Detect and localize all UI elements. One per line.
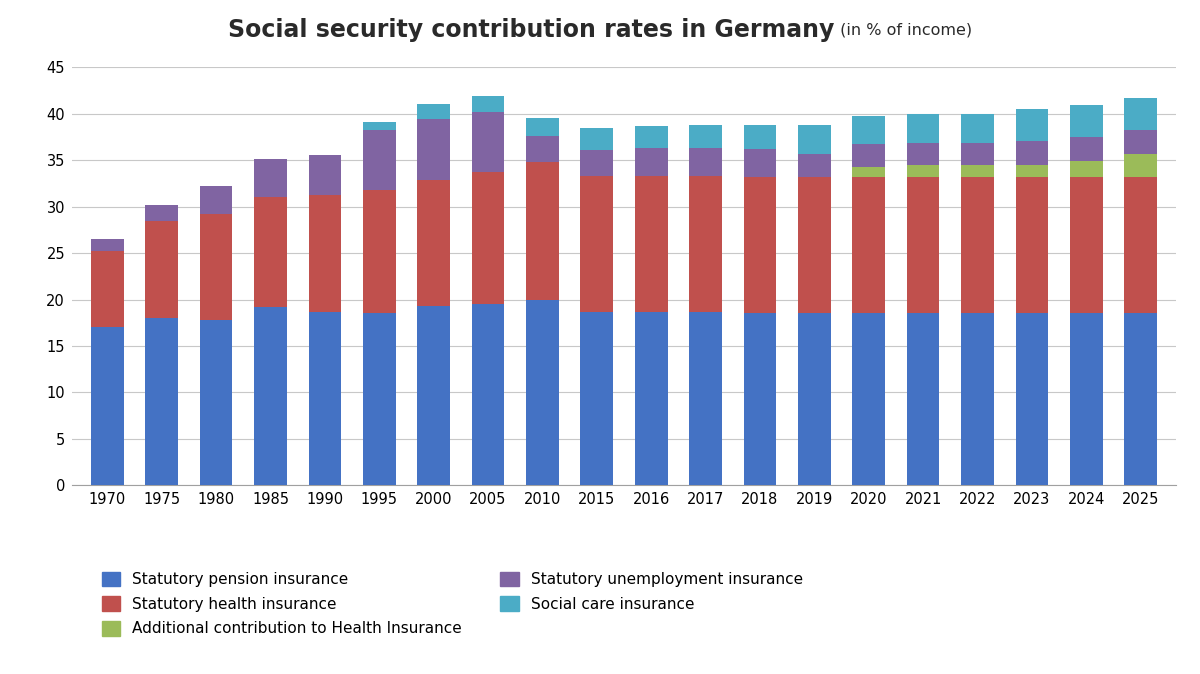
Bar bbox=[581, 176, 613, 311]
Bar bbox=[1124, 154, 1157, 177]
Bar bbox=[689, 176, 722, 311]
Bar bbox=[852, 313, 886, 485]
Bar bbox=[798, 177, 830, 313]
Bar bbox=[961, 143, 994, 165]
Bar bbox=[907, 143, 940, 165]
Bar bbox=[91, 239, 124, 251]
Bar bbox=[1015, 141, 1048, 165]
Bar bbox=[472, 304, 504, 485]
Bar bbox=[1015, 165, 1048, 177]
Bar bbox=[1070, 137, 1103, 161]
Bar bbox=[418, 180, 450, 306]
Bar bbox=[418, 119, 450, 180]
Bar bbox=[1015, 313, 1048, 485]
Bar bbox=[852, 166, 886, 177]
Bar bbox=[526, 162, 559, 301]
Bar bbox=[635, 311, 667, 485]
Bar bbox=[91, 328, 124, 485]
Bar bbox=[308, 311, 341, 485]
Bar bbox=[526, 301, 559, 485]
Bar bbox=[472, 112, 504, 173]
Bar bbox=[798, 313, 830, 485]
Bar bbox=[744, 313, 776, 485]
Bar bbox=[961, 313, 994, 485]
Bar bbox=[526, 136, 559, 162]
Bar bbox=[635, 148, 667, 176]
Bar bbox=[961, 165, 994, 177]
Bar bbox=[1070, 105, 1103, 137]
Bar bbox=[798, 125, 830, 154]
Bar bbox=[581, 311, 613, 485]
Bar bbox=[1124, 129, 1157, 154]
Bar bbox=[200, 214, 233, 319]
Bar bbox=[254, 159, 287, 197]
Text: Social security contribution rates in Germany: Social security contribution rates in Ge… bbox=[228, 18, 835, 42]
Bar bbox=[1070, 161, 1103, 177]
Bar bbox=[526, 118, 559, 136]
Bar bbox=[744, 149, 776, 177]
Bar bbox=[744, 177, 776, 313]
Bar bbox=[907, 313, 940, 485]
Bar bbox=[907, 115, 940, 143]
Bar bbox=[961, 115, 994, 143]
Bar bbox=[961, 177, 994, 313]
Bar bbox=[907, 165, 940, 177]
Bar bbox=[362, 122, 396, 129]
Bar bbox=[1124, 313, 1157, 485]
Bar bbox=[1124, 177, 1157, 313]
Bar bbox=[145, 318, 178, 485]
Bar bbox=[1124, 98, 1157, 129]
Legend: Statutory pension insurance, Statutory health insurance, Additional contribution: Statutory pension insurance, Statutory h… bbox=[102, 572, 803, 636]
Bar bbox=[1015, 177, 1048, 313]
Bar bbox=[744, 125, 776, 149]
Bar bbox=[581, 150, 613, 176]
Bar bbox=[308, 155, 341, 195]
Bar bbox=[308, 195, 341, 311]
Bar bbox=[418, 306, 450, 485]
Bar bbox=[852, 177, 886, 313]
Bar bbox=[798, 154, 830, 177]
Bar bbox=[362, 129, 396, 190]
Bar bbox=[418, 104, 450, 119]
Bar bbox=[907, 177, 940, 313]
Bar bbox=[362, 313, 396, 485]
Bar bbox=[200, 186, 233, 214]
Bar bbox=[852, 144, 886, 166]
Text: (in % of income): (in % of income) bbox=[835, 23, 972, 38]
Bar bbox=[472, 173, 504, 304]
Bar bbox=[689, 311, 722, 485]
Bar bbox=[91, 251, 124, 328]
Bar bbox=[635, 126, 667, 148]
Bar bbox=[200, 319, 233, 485]
Bar bbox=[1015, 109, 1048, 141]
Bar bbox=[254, 197, 287, 307]
Bar bbox=[852, 116, 886, 144]
Bar bbox=[254, 307, 287, 485]
Bar bbox=[145, 220, 178, 318]
Bar bbox=[472, 96, 504, 112]
Bar bbox=[581, 128, 613, 150]
Bar bbox=[1070, 177, 1103, 313]
Bar bbox=[1070, 313, 1103, 485]
Bar bbox=[689, 125, 722, 148]
Bar bbox=[635, 176, 667, 311]
Bar bbox=[689, 148, 722, 176]
Bar bbox=[362, 190, 396, 313]
Bar bbox=[145, 205, 178, 220]
